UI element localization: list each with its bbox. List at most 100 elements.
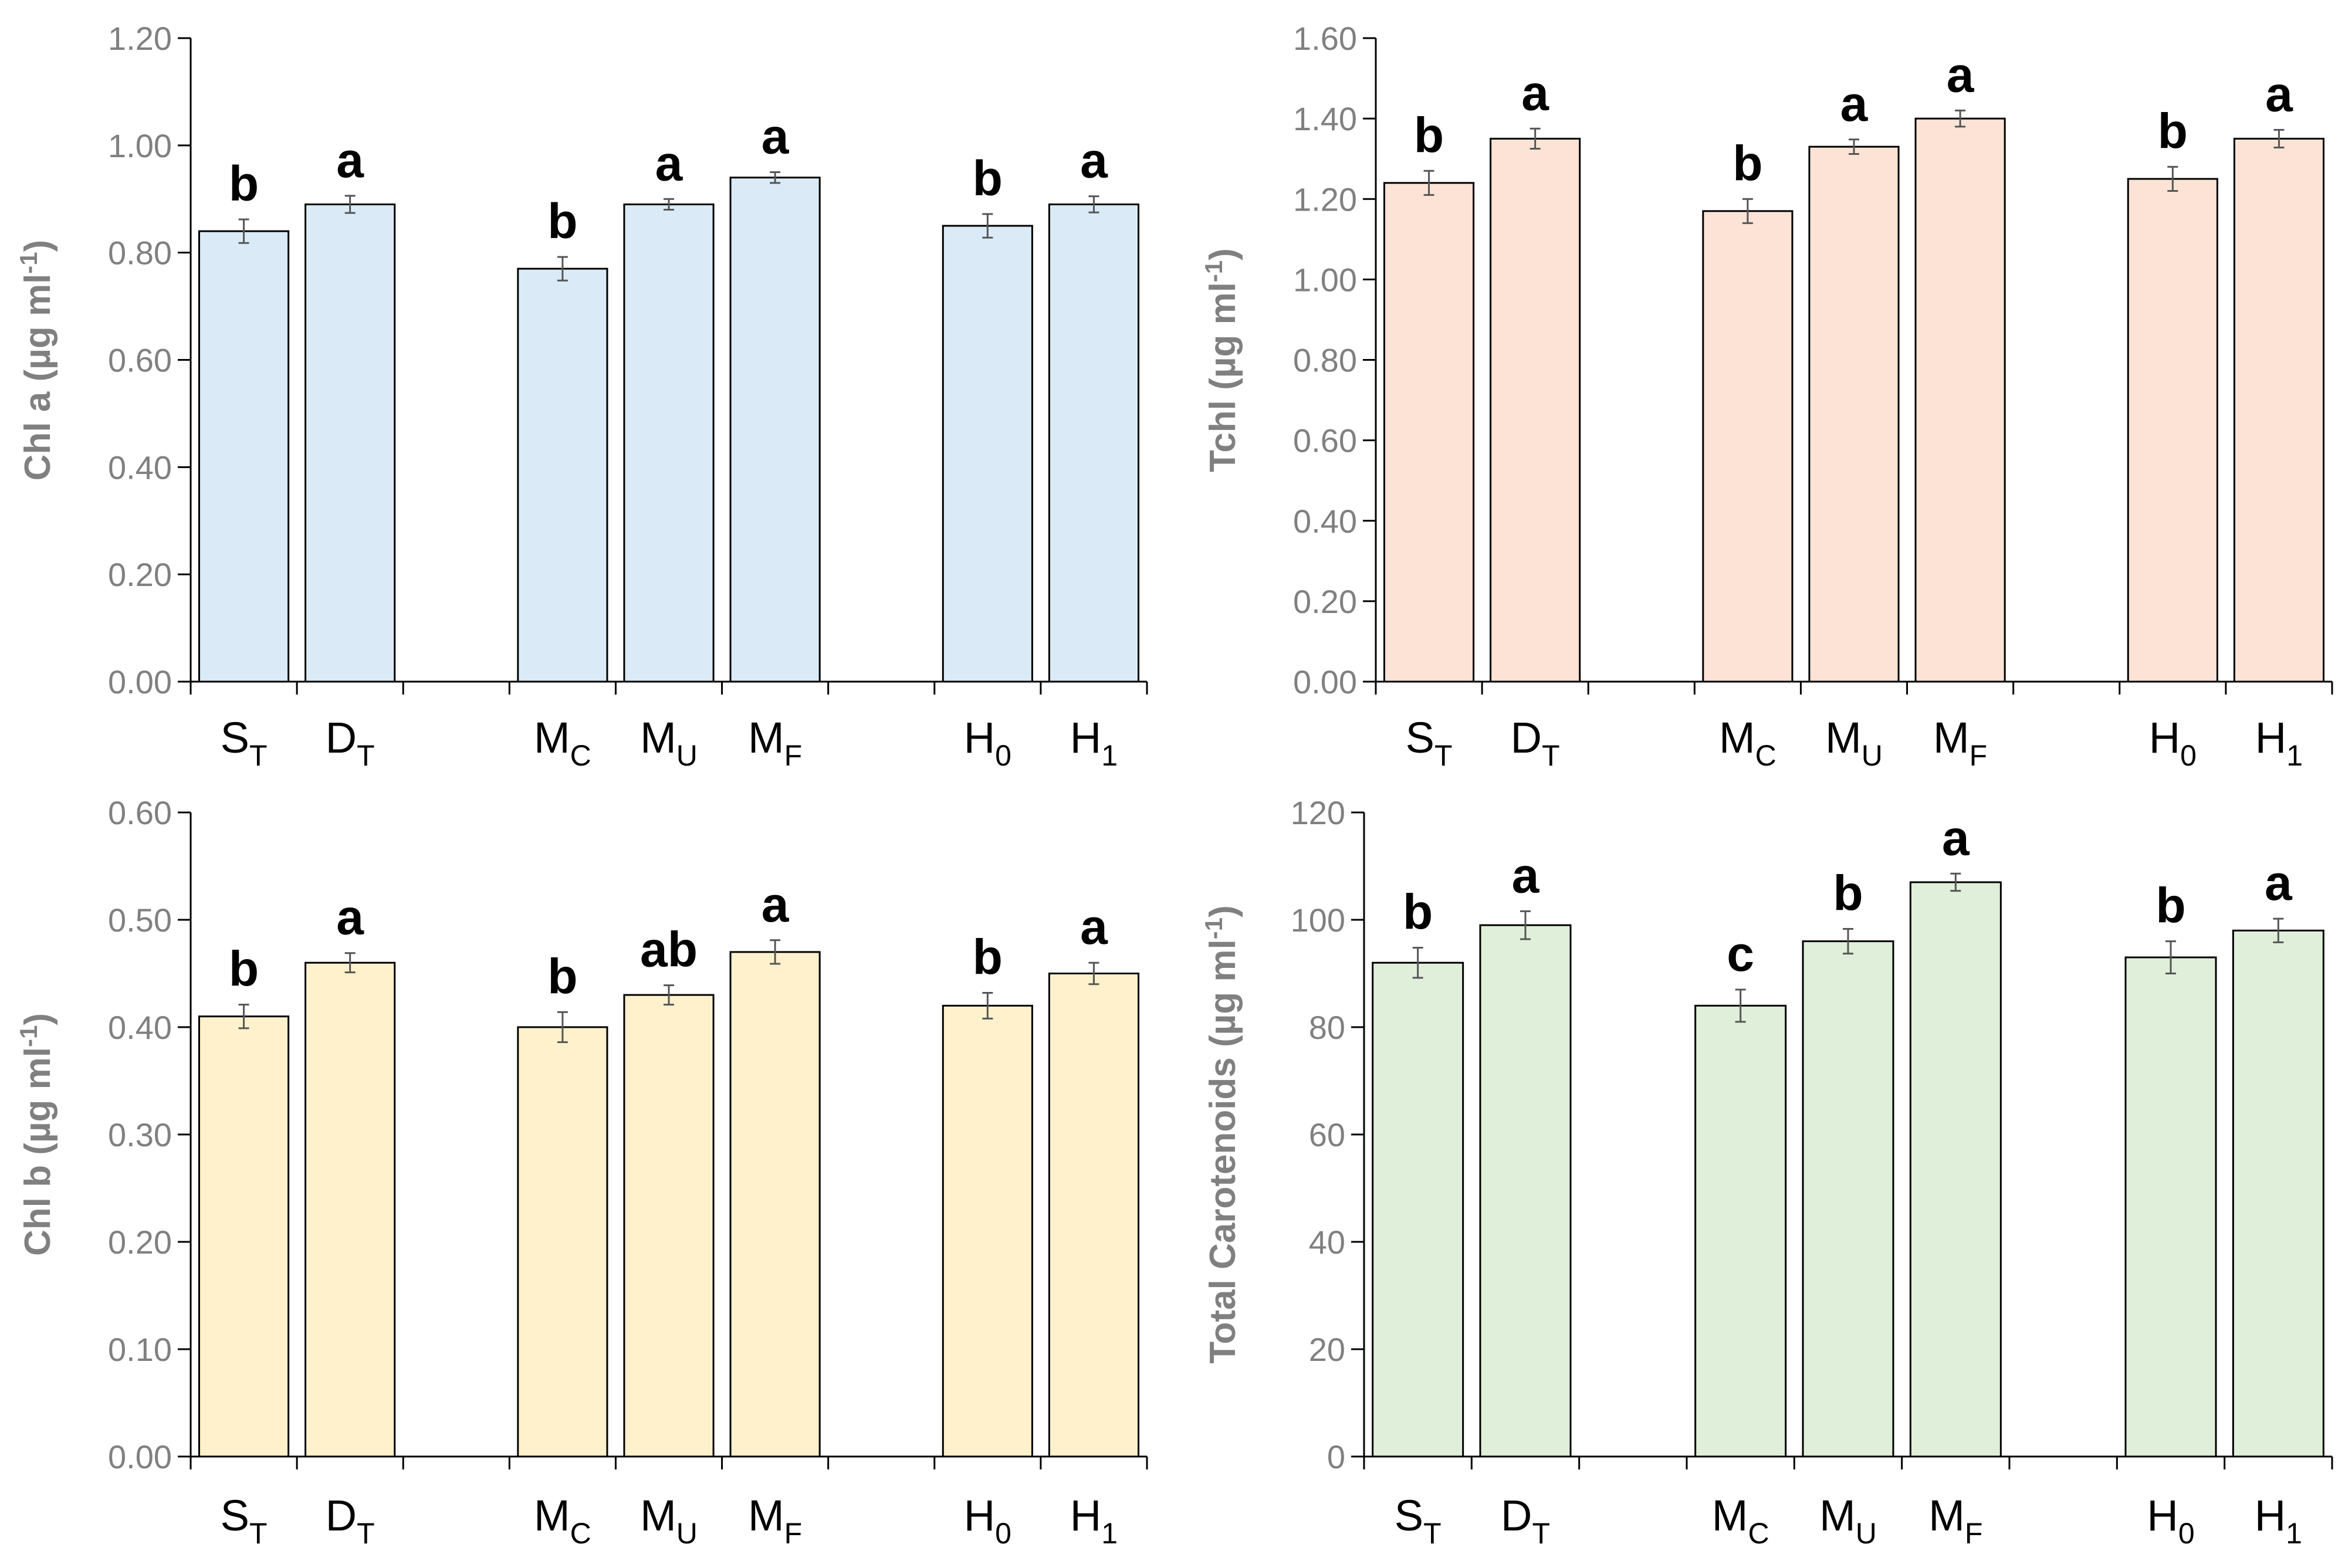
bar: [623, 203, 715, 683]
category-label: MF: [1933, 713, 1987, 772]
category-label: H1: [1070, 713, 1118, 772]
category-label: ST: [1406, 713, 1453, 772]
y-tick-label: 0.30: [108, 1116, 172, 1153]
significance-letter: b: [973, 929, 1003, 984]
category-label: MF: [748, 1491, 802, 1550]
bar: [729, 177, 821, 683]
category-label: H0: [2147, 1491, 2194, 1550]
significance-letter: a: [1080, 899, 1108, 954]
y-tick-label: 0.00: [1293, 663, 1357, 700]
y-tick-label: 80: [1309, 1009, 1345, 1046]
category-label: H0: [964, 713, 1011, 772]
bar: [1048, 203, 1140, 683]
y-tick-label: 1.20: [1293, 181, 1357, 218]
significance-letter: b: [2158, 103, 2188, 158]
significance-letter: a: [1840, 76, 1869, 131]
category-label: ST: [221, 1491, 268, 1550]
category-label: MF: [1928, 1491, 1982, 1550]
y-tick-label: 100: [1291, 902, 1345, 939]
bar: [304, 961, 396, 1458]
category-label: MC: [534, 713, 591, 772]
y-tick-label: 0.60: [108, 342, 172, 379]
significance-letter: a: [1947, 47, 1975, 102]
category-label: MC: [534, 1491, 591, 1550]
significance-letter: b: [1833, 866, 1863, 921]
y-tick-label: 0.20: [108, 1224, 172, 1261]
category-label: H0: [964, 1491, 1011, 1550]
bar: [1808, 145, 1900, 683]
bar: [2232, 929, 2324, 1458]
bar: [304, 203, 396, 683]
significance-letter: b: [547, 949, 577, 1004]
y-tick-label: 1.40: [1293, 100, 1357, 137]
category-label: MU: [1825, 713, 1883, 772]
y-tick-label: 0.00: [108, 1438, 172, 1475]
bar: [1048, 973, 1140, 1458]
bar: [1914, 117, 2006, 683]
y-tick-label: 0.40: [1293, 503, 1357, 540]
y-tick-label: 0.20: [1293, 583, 1357, 620]
significance-letter: a: [1512, 848, 1540, 903]
category-label: DT: [1501, 1491, 1550, 1550]
bar: [1702, 210, 1794, 683]
significance-letter: b: [2155, 878, 2185, 933]
bar: [942, 225, 1033, 683]
bar: [198, 1015, 290, 1458]
y-tick-label: 0.00: [108, 663, 172, 700]
bar: [729, 951, 821, 1458]
significance-letter: b: [229, 156, 259, 211]
bar: [2233, 137, 2325, 683]
chart-panel-3: 0.00 0.10 0.20 0.30 0.40 0.50 0.60 Chl b (µg ml…: [15, 794, 1148, 1550]
significance-letter: a: [2265, 66, 2293, 121]
bar: [1694, 1004, 1787, 1458]
bar: [517, 1026, 608, 1458]
y-tick-label: 0.80: [1293, 342, 1357, 379]
y-tick-label: 1.20: [108, 20, 172, 57]
y-tick-label: 0.40: [108, 449, 172, 486]
bar: [2127, 178, 2218, 683]
category-label: MU: [1819, 1491, 1877, 1550]
bar: [1490, 137, 1581, 683]
significance-letter: b: [229, 942, 259, 997]
bar: [1479, 924, 1572, 1458]
bar: [623, 994, 715, 1458]
significance-letter: a: [1942, 810, 1970, 865]
chart-panel-4: 0 20 40 60 80 100 120 Total Carotenoids (µg ml-…: [1200, 794, 2333, 1550]
bar: [1909, 881, 2002, 1458]
y-tick-label: 0.60: [1293, 422, 1357, 459]
y-axis-label: Total Carotenoids (µg ml-1): [1200, 905, 1243, 1364]
significance-letter: a: [336, 133, 364, 188]
y-tick-label: 0.40: [108, 1009, 172, 1046]
significance-letter: a: [1521, 65, 1549, 120]
bar: [1372, 961, 1464, 1458]
category-label: H1: [1070, 1491, 1118, 1550]
y-axis-label: Chl b (µg ml-1): [15, 1013, 58, 1256]
category-label: DT: [326, 1491, 375, 1550]
category-label: H0: [2149, 713, 2197, 772]
y-tick-label: 0.60: [108, 794, 172, 831]
significance-letter: a: [655, 136, 683, 191]
category-label: MU: [640, 713, 698, 772]
significance-letter: b: [547, 194, 577, 249]
bar: [942, 1004, 1033, 1458]
significance-letter: b: [1414, 107, 1444, 162]
y-tick-label: 1.60: [1293, 20, 1357, 57]
category-label: MF: [748, 713, 802, 772]
bar: [2124, 956, 2217, 1458]
category-label: ST: [221, 713, 268, 772]
y-axis-label: Chl a (µg ml-1): [15, 240, 58, 481]
y-tick-label: 40: [1309, 1224, 1345, 1261]
y-tick-label: 0.80: [108, 235, 172, 272]
significance-letter: b: [1732, 136, 1762, 191]
significance-letter: a: [2265, 855, 2293, 910]
significance-letter: c: [1727, 926, 1754, 981]
significance-letter: a: [336, 890, 364, 945]
y-tick-label: 1.00: [1293, 261, 1357, 298]
y-tick-label: 1.00: [108, 127, 172, 164]
significance-letter: b: [973, 151, 1003, 206]
significance-letter: ab: [640, 922, 698, 977]
significance-letter: a: [1080, 133, 1108, 188]
chart-panel-2: 0.00 0.20 0.40 0.60 0.80 1.00 1.20 1.40 1.60 Tchl…: [1200, 20, 2333, 772]
category-label: H1: [2255, 713, 2303, 772]
